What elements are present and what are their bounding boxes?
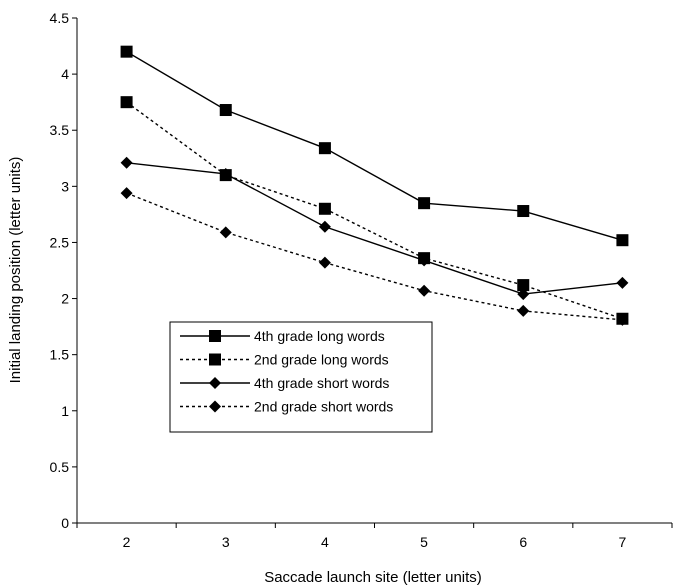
y-tick-label: 4 [61, 66, 69, 82]
y-tick-label: 2 [61, 291, 69, 307]
data-point [219, 226, 232, 239]
y-tick-label: 4.5 [50, 10, 70, 26]
x-axis-title: Saccade launch site (letter units) [264, 569, 482, 586]
data-point [616, 313, 629, 326]
data-point [616, 276, 629, 289]
y-tick-label: 1.5 [50, 347, 70, 363]
y-tick-label: 2.5 [50, 234, 70, 250]
data-point [418, 254, 431, 267]
y-tick-label: 3.5 [50, 122, 70, 138]
x-tick-label: 3 [222, 534, 230, 550]
legend-label: 4th grade short words [254, 375, 389, 391]
x-tick-label: 7 [619, 534, 627, 550]
series-line [126, 51, 623, 241]
series-layer [120, 45, 629, 326]
legend-marker [209, 400, 221, 413]
legend-label: 4th grade long words [254, 328, 385, 344]
legend: 4th grade long words 2nd grade long words… [169, 321, 433, 433]
series-line [126, 192, 623, 321]
data-point [517, 304, 530, 317]
data-point [219, 167, 232, 180]
data-point [517, 205, 530, 218]
x-tick-label: 6 [519, 534, 527, 550]
data-point [418, 284, 431, 297]
y-tick-label: 3 [61, 178, 69, 194]
y-tick-label: 0.5 [50, 459, 70, 475]
data-point [318, 142, 331, 155]
axes [76, 18, 672, 524]
data-point [418, 197, 431, 210]
data-point [120, 187, 133, 200]
series-line [126, 101, 623, 320]
data-point [219, 104, 232, 117]
data-point [517, 288, 530, 301]
legend-marker [209, 330, 221, 342]
data-point [318, 202, 331, 215]
series-line [126, 162, 623, 295]
data-point [120, 156, 133, 169]
series-1 [120, 45, 629, 247]
y-tick-label: 1 [61, 403, 69, 419]
series-3 [120, 156, 629, 301]
data-point [120, 96, 133, 109]
y-tick-label: 0 [61, 515, 69, 531]
x-tick-label: 4 [321, 534, 329, 550]
legend-marker [209, 353, 221, 366]
legend-label: 2nd grade long words [254, 352, 389, 368]
data-point [318, 220, 331, 233]
y-axis-title: Initial landing position (letter units) [7, 157, 24, 384]
data-point [517, 279, 530, 292]
data-point [616, 234, 629, 247]
data-point [318, 256, 331, 269]
data-point [120, 45, 133, 58]
legend-label: 2nd grade short words [254, 399, 393, 415]
legend-marker [209, 377, 221, 389]
x-tick-label: 5 [420, 534, 428, 550]
y-axis-ticks: 0 0.5 1 1.5 2 2.5 3 3.5 4 4.5 [50, 10, 77, 531]
series-4 [120, 187, 629, 326]
x-axis-ticks: 2 3 4 5 6 7 [76, 523, 673, 550]
x-tick-label: 2 [123, 534, 131, 550]
